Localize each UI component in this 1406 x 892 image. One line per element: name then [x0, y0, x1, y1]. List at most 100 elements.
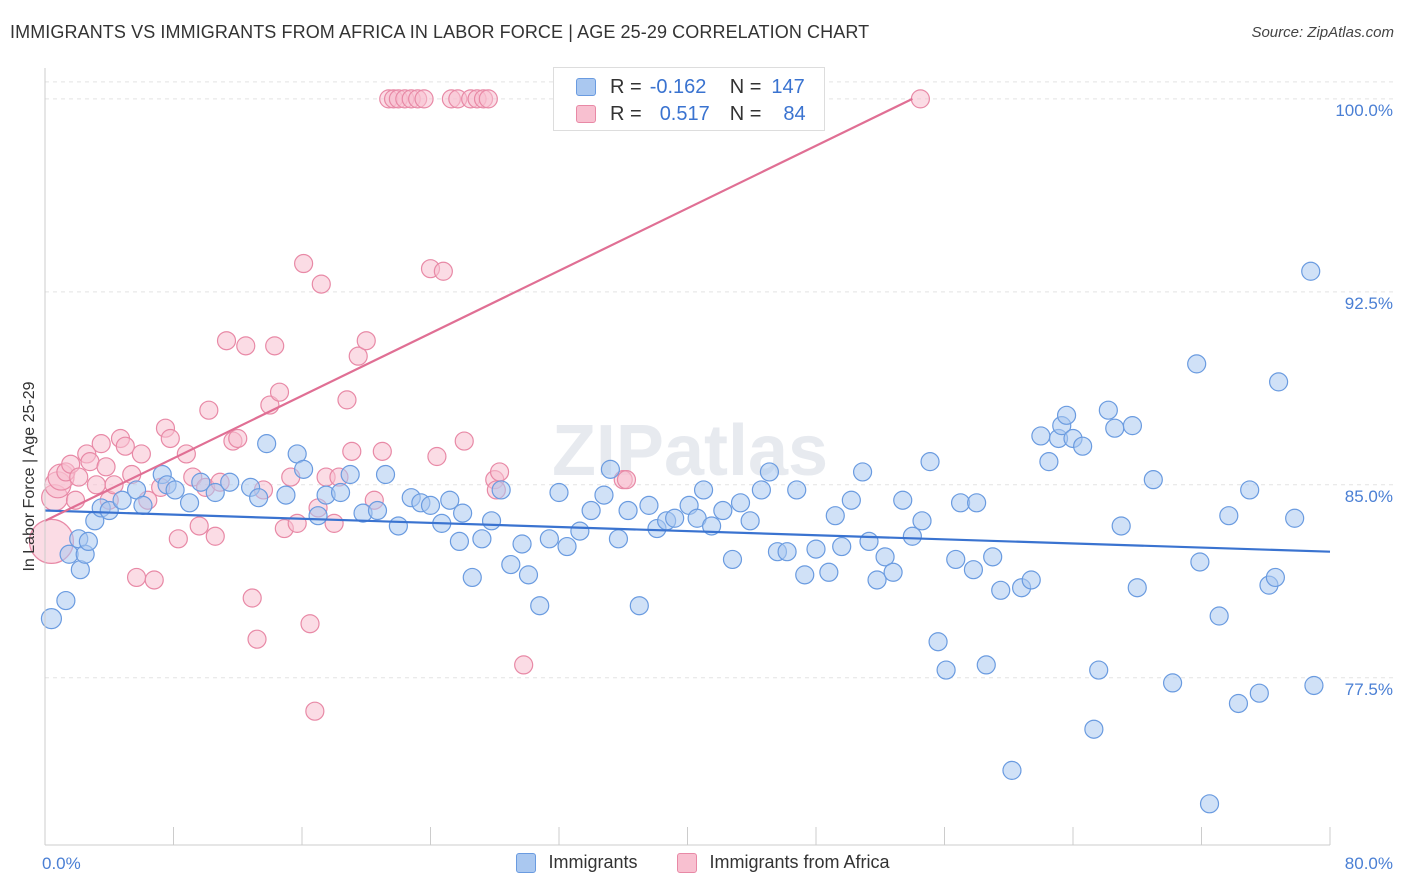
immigrants-point	[701, 516, 722, 536]
immigrants-point	[1190, 552, 1210, 572]
legend-swatch-africa	[677, 852, 698, 873]
immigrants-point	[1199, 794, 1220, 814]
immigrants-point	[1249, 683, 1269, 703]
y-tick-label: 100.0%	[1335, 101, 1393, 120]
immigrants-point	[902, 526, 922, 546]
immigrants-point	[388, 516, 408, 536]
africa-point	[478, 89, 498, 109]
legend-item-africa[interactable]: Immigrants from Africa	[677, 852, 890, 873]
immigrants-point	[1002, 760, 1022, 780]
immigrants-point	[549, 482, 569, 503]
immigrants-point	[883, 562, 903, 582]
immigrants-point	[581, 500, 601, 521]
immigrants-point	[806, 539, 826, 559]
africa-point	[86, 475, 107, 495]
immigrants-point	[1285, 508, 1305, 528]
africa-point	[91, 434, 111, 454]
immigrants-point	[1143, 470, 1163, 490]
immigrants-point	[1219, 506, 1239, 526]
grid-layer	[45, 81, 1395, 679]
legend-label-africa: Immigrants from Africa	[709, 852, 890, 872]
immigrants-point	[867, 570, 887, 590]
immigrants-point	[1127, 578, 1147, 598]
immigrants-point	[530, 596, 550, 616]
immigrants-point	[56, 590, 76, 611]
legend-swatch-immigrants	[516, 852, 537, 873]
africa-point	[69, 467, 89, 487]
immigrants-point	[276, 485, 296, 505]
africa-point	[356, 331, 376, 351]
immigrants-point	[40, 607, 63, 630]
immigrants-point	[875, 547, 895, 567]
africa-point	[160, 428, 180, 449]
africa-point	[242, 588, 262, 608]
immigrants-point	[787, 480, 807, 500]
africa-point	[342, 441, 362, 461]
r-value: -0.162	[649, 75, 707, 98]
immigrants-point	[308, 506, 328, 526]
axes-layer: 77.5% 85.0% 92.5% 100.0% 0.0% 80.0% In Labor F…	[21, 68, 1393, 873]
y-tick-label: 92.5%	[1345, 294, 1393, 313]
africa-point	[372, 441, 392, 461]
legend-label-immigrants: Immigrants	[548, 852, 638, 872]
series-legend: Immigrants Immigrants from Africa	[0, 852, 1406, 873]
africa-point	[311, 274, 331, 294]
immigrants-point	[920, 452, 940, 472]
africa-point	[168, 529, 188, 549]
africa-point	[205, 526, 225, 546]
africa-point	[348, 346, 368, 366]
africa-point	[236, 336, 256, 356]
immigrants-point	[99, 500, 119, 521]
immigrants-point	[852, 462, 873, 482]
legend-item-immigrants[interactable]: Immigrants	[516, 852, 637, 873]
africa-point	[427, 446, 447, 467]
africa-point	[80, 452, 100, 472]
immigrants-point	[991, 580, 1011, 600]
africa-point	[216, 331, 237, 351]
immigrants-point	[1111, 516, 1131, 536]
africa-point	[300, 614, 320, 634]
y-tick-label: 77.5%	[1345, 680, 1393, 699]
immigrants-point	[1240, 480, 1260, 500]
immigrants-point	[1268, 372, 1289, 392]
immigrants-point	[841, 490, 861, 510]
immigrants-point	[928, 632, 948, 652]
immigrants-point	[976, 655, 996, 675]
immigrants-point	[249, 488, 269, 508]
trend-lines	[44, 97, 1331, 553]
immigrants-point	[205, 482, 225, 503]
immigrants-point	[1073, 436, 1093, 456]
immigrants-point	[1265, 567, 1285, 588]
immigrants-point	[481, 511, 502, 531]
immigrants-point	[608, 529, 629, 549]
africa-point	[489, 462, 510, 482]
immigrants-point	[1187, 354, 1207, 374]
y-axis-label: In Labor Force | Age 25-29	[21, 381, 38, 571]
africa-point	[910, 89, 931, 109]
immigrants-point	[1089, 660, 1109, 680]
series-immigrants-points	[40, 261, 1324, 814]
x-tick-label-max: 80.0%	[1345, 854, 1393, 873]
africa-point	[514, 655, 534, 675]
immigrants-point	[1301, 261, 1321, 281]
correlation-legend: R = -0.162 N = 147 R = 0.517 N = 84	[553, 67, 825, 131]
immigrants-point	[453, 503, 473, 523]
immigrants-point	[133, 495, 153, 515]
immigrants-point	[294, 459, 314, 479]
africa-point	[199, 400, 219, 420]
immigrants-point	[375, 464, 396, 485]
r-value: 0.517	[659, 102, 710, 125]
africa-point	[616, 470, 637, 490]
africa-point	[337, 390, 357, 410]
immigrants-point	[78, 531, 98, 552]
africa-point	[126, 567, 147, 588]
watermark: ZIPatlas	[552, 411, 828, 491]
n-label: N =	[729, 75, 762, 98]
immigrants-trend-line	[44, 509, 1331, 553]
immigrants-point	[893, 490, 913, 510]
africa-point	[433, 261, 453, 281]
immigrants-point	[946, 549, 966, 570]
africa-point	[324, 513, 344, 533]
immigrants-point	[1031, 426, 1051, 446]
